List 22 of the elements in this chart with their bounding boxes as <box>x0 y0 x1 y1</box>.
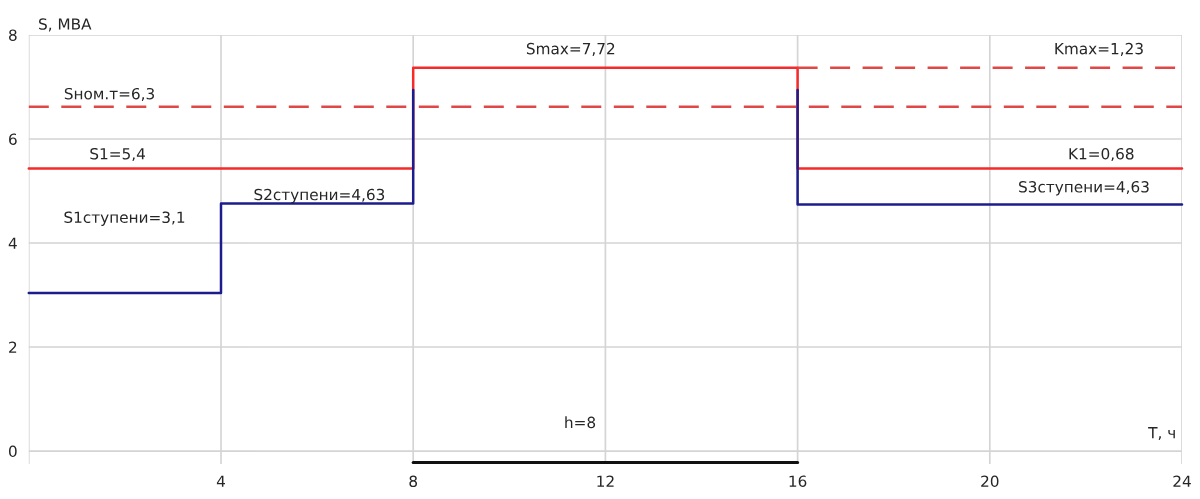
annotation: S3ступени=4,63 <box>1019 181 1149 196</box>
annotation: S1=5,4 <box>90 147 145 162</box>
annotation: S2ступени=4,63 <box>254 188 385 204</box>
x-tick-label: 12 <box>597 475 614 487</box>
y-tick-label: 2 <box>9 341 17 353</box>
annotation: Smax=7,72 <box>526 42 615 56</box>
x-tick-label: 24 <box>1173 475 1191 487</box>
y-tick-label: 4 <box>8 237 17 249</box>
x-axis-title: T, ч <box>1148 427 1175 441</box>
annotation: S1ступени=3,1 <box>64 211 185 226</box>
annotation: h=8 <box>565 416 596 429</box>
y-tick-label: 8 <box>9 29 17 41</box>
annotation: K1=0,68 <box>1069 147 1134 162</box>
x-tick-label: 16 <box>789 475 807 488</box>
x-tick-label: 8 <box>409 475 418 488</box>
annotation: Kmax=1,23 <box>1055 42 1143 56</box>
x-tick-label: 4 <box>216 475 225 487</box>
x-tick-label: 20 <box>981 475 999 488</box>
y-tick-label: 0 <box>8 445 17 458</box>
y-tick-label: 6 <box>9 133 17 145</box>
y-axis-title: S, МВА <box>39 18 92 32</box>
annotation: Sном.т=6,3 <box>64 87 155 101</box>
